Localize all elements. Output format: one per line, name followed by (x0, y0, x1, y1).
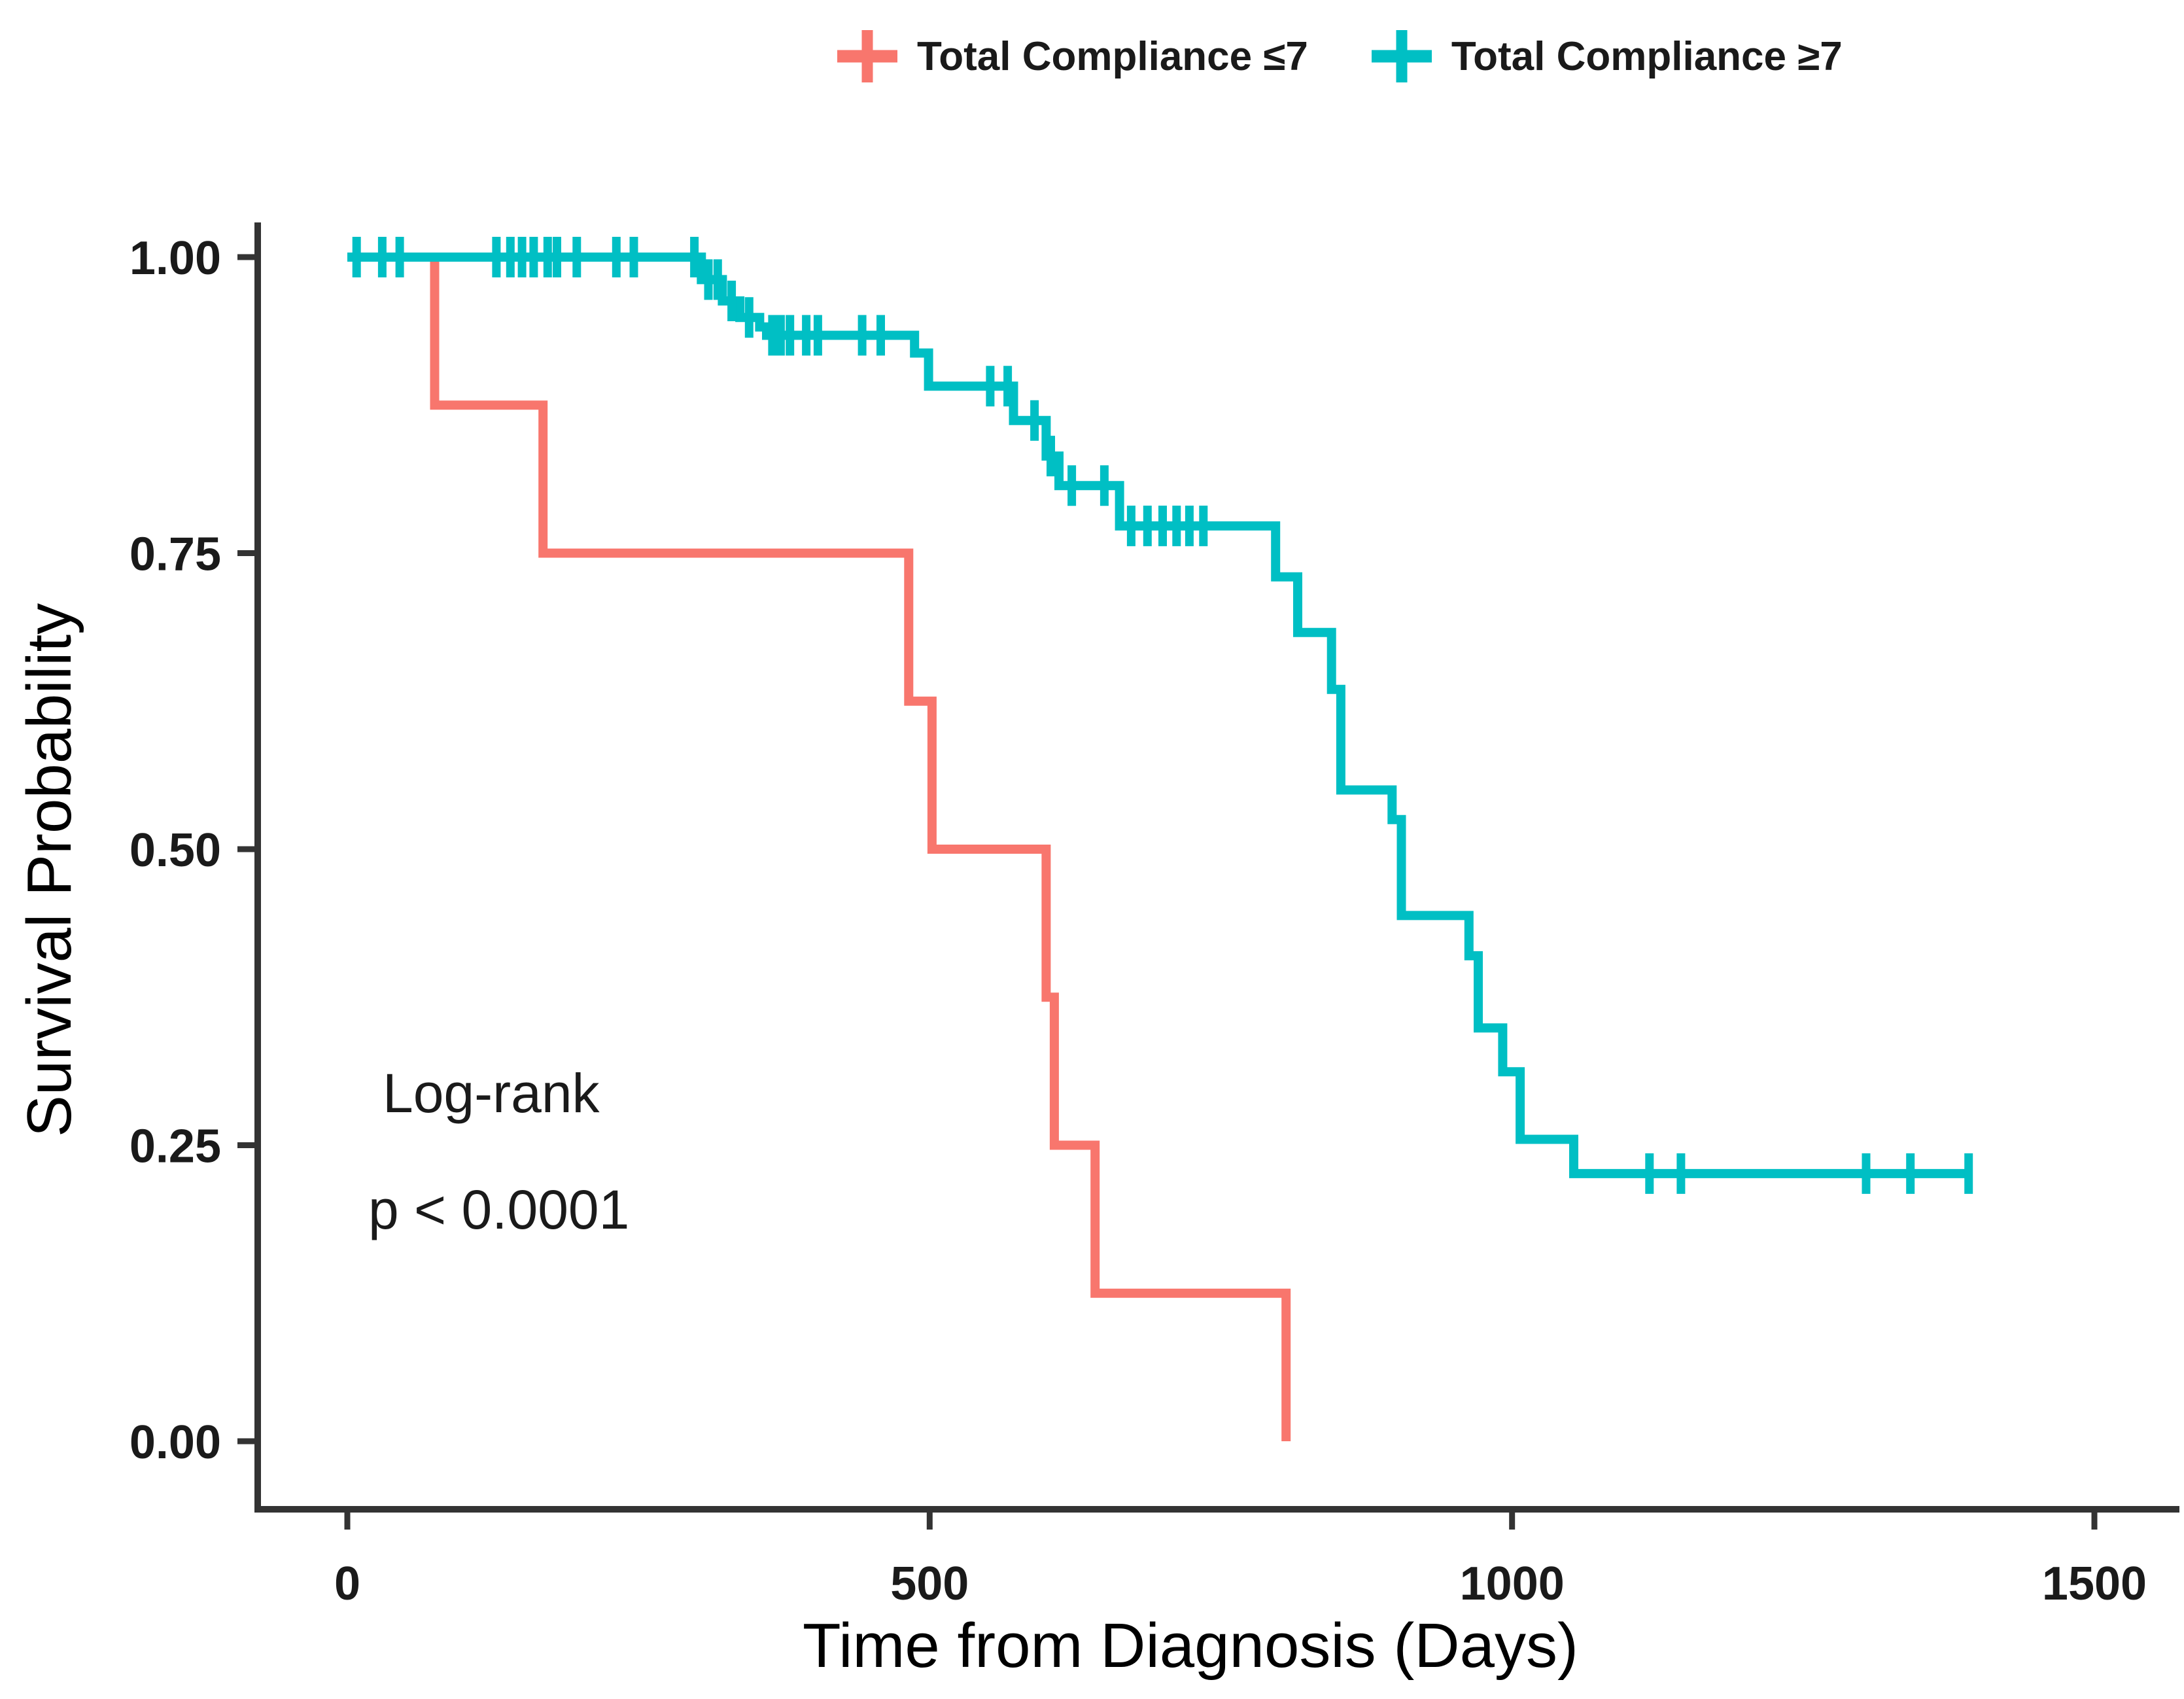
plus-marker-icon (1371, 30, 1432, 82)
y-tick-label: 0.25 (130, 1121, 221, 1173)
legend-item-compliance-le7: Total Compliance ≤7 (836, 25, 1308, 88)
annotation-pvalue: p < 0.0001 (368, 1179, 629, 1240)
plus-marker-icon (837, 30, 897, 82)
km-curve-ge7 (347, 253, 1970, 1178)
x-tick-label: 1500 (2042, 1558, 2147, 1610)
series-group (347, 237, 1973, 1441)
x-tick-label: 0 (334, 1558, 360, 1610)
legend-label: Total Compliance ≥7 (1451, 33, 1843, 79)
axes-group: 0 500 1000 1500 0.00 0.25 0.50 0.75 1.00 (130, 222, 2179, 1610)
y-axis-title: Survival Probability (14, 603, 84, 1137)
legend: Total Compliance ≤7 Total Compliance ≥7 (836, 25, 1843, 88)
km-curve-le7 (347, 253, 1291, 1441)
y-tick-label: 0.75 (130, 529, 221, 581)
x-tick-label: 1000 (1460, 1558, 1565, 1610)
x-axis-title: Time from Diagnosis (Days) (803, 1611, 1578, 1681)
legend-label: Total Compliance ≤7 (917, 33, 1308, 79)
y-tick-label: 0.50 (130, 824, 221, 877)
annotation-logrank: Log-rank (383, 1062, 600, 1124)
x-tick-label: 500 (890, 1558, 969, 1610)
y-tick-label: 0.00 (130, 1416, 221, 1469)
legend-item-compliance-ge7: Total Compliance ≥7 (1370, 25, 1843, 88)
y-tick-label: 1.00 (130, 232, 221, 285)
axis-spines (254, 222, 2179, 1513)
